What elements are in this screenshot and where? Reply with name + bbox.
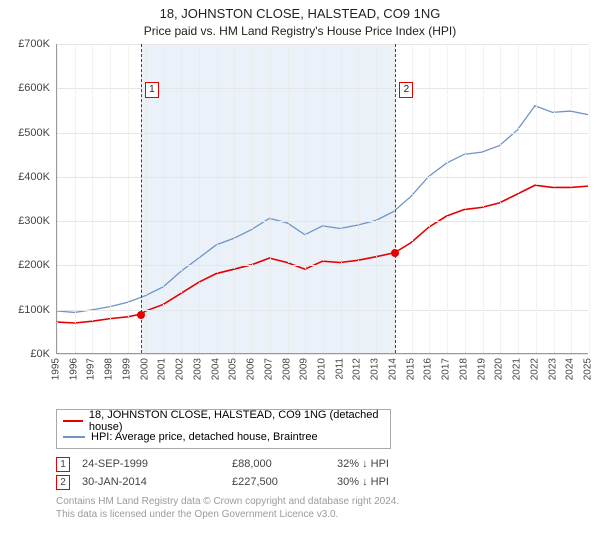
ref-line [395,44,396,353]
legend-swatch [63,436,85,438]
x-tick-label: 2006 [246,358,257,380]
plot-wrap: 12 1995199619971998199920002001200220032… [8,44,592,409]
chart-container: 18, JOHNSTON CLOSE, HALSTEAD, CO9 1NG Pr… [0,0,600,560]
sale-date: 24-SEP-1999 [82,458,232,470]
y-tick-label: £600K [8,82,50,94]
footer-line: Contains HM Land Registry data © Crown c… [56,495,592,508]
x-tick-label: 2013 [370,358,381,380]
legend-item-subject: 18, JOHNSTON CLOSE, HALSTEAD, CO9 1NG (d… [63,413,384,429]
x-tick-label: 2025 [583,358,594,380]
y-tick-label: £300K [8,215,50,227]
y-tick-label: £200K [8,259,50,271]
x-tick-label: 1999 [121,358,132,380]
x-tick-label: 2012 [352,358,363,380]
x-tick-label: 2019 [476,358,487,380]
x-tick-label: 2011 [334,358,345,380]
ref-box-icon: 2 [56,475,70,490]
ref-box-icon: 1 [56,457,70,472]
x-tick-label: 2003 [192,358,203,380]
x-tick-label: 1996 [68,358,79,380]
sale-price: £88,000 [232,458,337,470]
plot-area: 12 [56,44,588,354]
legend-swatch [63,420,83,422]
footer-attribution: Contains HM Land Registry data © Crown c… [56,495,592,521]
y-tick-label: £400K [8,171,50,183]
ref-line [141,44,142,353]
x-tick-label: 2002 [175,358,186,380]
x-tick-label: 1997 [86,358,97,380]
y-tick-label: £0K [8,348,50,360]
x-tick-label: 2008 [281,358,292,380]
x-tick-label: 2023 [547,358,558,380]
x-tick-label: 2021 [512,358,523,380]
ref-box: 1 [145,82,159,98]
x-tick-label: 1998 [104,358,115,380]
x-tick-label: 2014 [387,358,398,380]
legend-label: HPI: Average price, detached house, Brai… [91,431,318,443]
x-tick-label: 2010 [317,358,328,380]
x-tick-label: 2020 [494,358,505,380]
price-row: 1 24-SEP-1999 £88,000 32% ↓ HPI [56,455,592,473]
chart-title: 18, JOHNSTON CLOSE, HALSTEAD, CO9 1NG [8,6,592,21]
sale-date: 30-JAN-2014 [82,476,232,488]
y-tick-label: £100K [8,304,50,316]
x-tick-label: 2015 [405,358,416,380]
x-tick-label: 2018 [458,358,469,380]
sale-delta: 30% ↓ HPI [337,476,447,488]
footer-line: This data is licensed under the Open Gov… [56,508,592,521]
x-tick-label: 1995 [51,358,62,380]
x-tick-label: 2000 [139,358,150,380]
x-axis-labels: 1995199619971998199920002001200220032004… [56,358,588,408]
legend-box: 18, JOHNSTON CLOSE, HALSTEAD, CO9 1NG (d… [56,409,391,449]
sale-point-marker [391,249,399,257]
legend-label: 18, JOHNSTON CLOSE, HALSTEAD, CO9 1NG (d… [89,409,384,433]
x-tick-label: 2017 [441,358,452,380]
price-row: 2 30-JAN-2014 £227,500 30% ↓ HPI [56,473,592,491]
x-tick-label: 2016 [423,358,434,380]
sale-delta: 32% ↓ HPI [337,458,447,470]
x-tick-label: 2009 [299,358,310,380]
chart-subtitle: Price paid vs. HM Land Registry's House … [8,24,592,38]
y-tick-label: £700K [8,38,50,50]
sale-point-marker [137,311,145,319]
x-tick-label: 2007 [263,358,274,380]
x-tick-label: 2001 [157,358,168,380]
x-tick-label: 2024 [565,358,576,380]
y-tick-label: £500K [8,127,50,139]
sale-price: £227,500 [232,476,337,488]
x-tick-label: 2004 [210,358,221,380]
x-tick-label: 2022 [529,358,540,380]
x-tick-label: 2005 [228,358,239,380]
ref-box: 2 [399,82,413,98]
price-table: 1 24-SEP-1999 £88,000 32% ↓ HPI 2 30-JAN… [56,455,592,491]
